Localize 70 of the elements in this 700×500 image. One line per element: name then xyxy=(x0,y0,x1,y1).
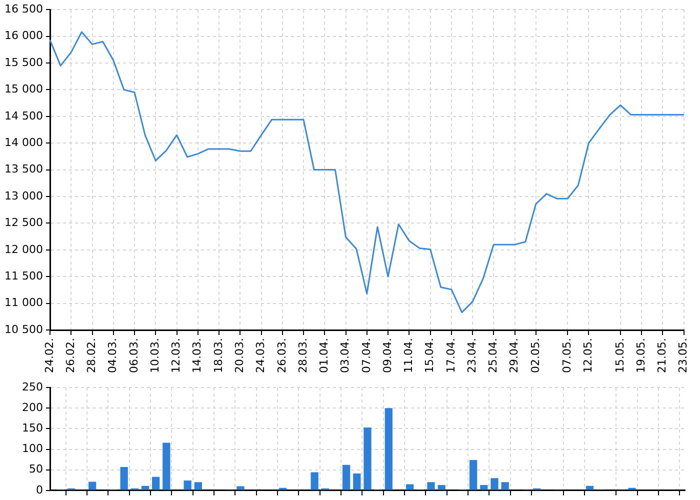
bar xyxy=(364,427,372,490)
x-tick-label: 12.03. xyxy=(170,338,183,374)
x-tick-label: 06.03. xyxy=(127,338,140,374)
y-tick-label: 14 500 xyxy=(4,109,43,122)
x-tick-label: 12.05. xyxy=(582,338,595,374)
y-tick-label: 100 xyxy=(22,442,43,456)
x-tick-label: 07.04. xyxy=(360,338,373,374)
x-tick-label: 02.05. xyxy=(528,338,542,374)
bar xyxy=(427,482,435,490)
x-tick-label: 10.03. xyxy=(148,338,162,374)
bar xyxy=(141,486,150,490)
bar xyxy=(501,482,509,490)
x-tick-label: 24.02. xyxy=(42,338,56,374)
y-tick-label: 15 500 xyxy=(4,56,43,69)
bar xyxy=(342,464,350,490)
y-tick-label: 16 500 xyxy=(4,2,43,16)
x-tick-label: 26.02. xyxy=(64,338,77,374)
y-tick-label: 13 000 xyxy=(4,189,43,202)
bar xyxy=(88,482,96,490)
bar xyxy=(490,478,498,490)
bar xyxy=(438,485,446,490)
x-tick-label: 21.05. xyxy=(656,338,669,374)
x-tick-label: 26.03. xyxy=(275,338,288,374)
y-tick-label: 10 500 xyxy=(4,322,43,336)
bar xyxy=(152,476,160,490)
y-tick-label: 15 000 xyxy=(4,82,43,96)
x-tick-label: 14.03. xyxy=(190,338,204,374)
y-tick-label: 14 000 xyxy=(4,136,43,149)
y-tick-label: 250 xyxy=(22,380,43,394)
bar xyxy=(353,474,361,490)
bar xyxy=(406,484,414,490)
x-tick-label: 23.04. xyxy=(465,338,478,374)
bar xyxy=(310,472,318,490)
x-tick-label: 20.03. xyxy=(233,338,246,374)
x-tick-label: 18.03. xyxy=(212,338,225,374)
x-tick-label: 29.04. xyxy=(508,338,521,374)
x-tick-label: 25.04. xyxy=(486,338,500,374)
bar xyxy=(586,486,594,490)
bar xyxy=(236,486,244,490)
x-tick-label: 11.04. xyxy=(402,338,416,374)
x-tick-label: 24.03. xyxy=(254,338,268,374)
y-tick-label: 0 xyxy=(36,483,43,496)
y-tick-label: 12 500 xyxy=(4,216,43,230)
x-tick-label: 04.03. xyxy=(106,338,120,374)
bar xyxy=(470,460,478,490)
x-tick-label: 23.05. xyxy=(676,338,690,374)
x-tick-label: 07.05. xyxy=(560,338,574,374)
bar xyxy=(194,482,202,490)
y-tick-label: 12 000 xyxy=(4,242,43,256)
x-tick-label: 01.04. xyxy=(318,338,331,374)
y-tick-label: 13 500 xyxy=(4,162,43,176)
bar xyxy=(184,480,192,490)
x-tick-label: 15.04. xyxy=(423,338,436,374)
bar xyxy=(480,485,488,490)
bar xyxy=(120,466,128,490)
x-tick-label: 15.05. xyxy=(613,338,626,374)
x-tick-label: 17.04. xyxy=(444,338,458,374)
y-tick-label: 16 000 xyxy=(4,29,43,42)
y-tick-label: 150 xyxy=(22,422,43,435)
y-tick-label: 200 xyxy=(22,401,43,414)
y-tick-label: 11 500 xyxy=(4,269,43,282)
x-tick-label: 19.05. xyxy=(634,338,648,374)
x-tick-label: 28.02. xyxy=(85,338,98,374)
x-tick-label: 09.04. xyxy=(380,338,394,374)
y-tick-label: 50 xyxy=(29,462,43,476)
x-tick-label: 03.04. xyxy=(338,338,352,374)
bar xyxy=(162,442,170,490)
y-tick-label: 11 000 xyxy=(4,296,43,310)
bar xyxy=(384,408,392,490)
x-tick-label: 28.03. xyxy=(296,338,310,374)
